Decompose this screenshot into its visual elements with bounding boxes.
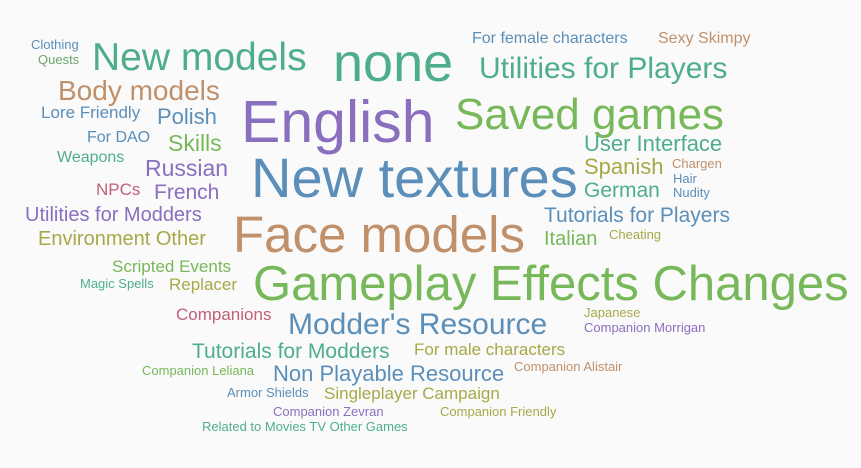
word-weapons: Weapons <box>57 149 125 166</box>
word-quests: Quests <box>38 52 80 67</box>
word-companion-leliana: Companion Leliana <box>142 363 255 378</box>
word-companion-alistair: Companion Alistair <box>514 359 623 374</box>
word-nudity: Nudity <box>673 185 710 200</box>
word-tutorials-for-modders: Tutorials for Modders <box>192 340 390 363</box>
word-sexy-skimpy: Sexy Skimpy <box>658 30 751 47</box>
word-german: German <box>584 179 660 202</box>
word-companions: Companions <box>176 305 272 324</box>
word-russian: Russian <box>145 155 229 181</box>
word-saved-games: Saved games <box>455 90 725 139</box>
word-lore-friendly: Lore Friendly <box>41 103 141 122</box>
word-magic-spells: Magic Spells <box>80 276 154 291</box>
word-gameplay-effects-changes: Gameplay Effects Changes <box>253 257 849 311</box>
word-tutorials-for-players: Tutorials for Players <box>544 204 730 227</box>
word-non-playable-resource: Non Playable Resource <box>273 361 505 386</box>
word-utilities-for-modders: Utilities for Modders <box>25 204 202 226</box>
word-utilities-for-players: Utilities for Players <box>479 52 728 85</box>
word-french: French <box>154 181 220 204</box>
word-for-female-characters: For female characters <box>472 30 628 47</box>
word-for-male-characters: For male characters <box>414 340 566 359</box>
word-new-models: New models <box>92 36 307 79</box>
word-companion-morrigan: Companion Morrigan <box>584 320 706 335</box>
word-modders-resource: Modder's Resource <box>288 308 548 341</box>
word-hair: Hair <box>673 171 697 186</box>
word-user-interface: User Interface <box>584 131 723 156</box>
word-body-models: Body models <box>58 75 220 106</box>
word-skills: Skills <box>168 130 222 156</box>
word-singleplayer-campaign: Singleplayer Campaign <box>324 384 500 403</box>
word-cheating: Cheating <box>609 227 662 242</box>
word-spanish: Spanish <box>584 154 664 179</box>
word-none: none <box>333 33 454 93</box>
word-italian: Italian <box>544 228 598 250</box>
word-replacer: Replacer <box>169 275 238 294</box>
word-scripted-events: Scripted Events <box>112 257 232 276</box>
word-clothing: Clothing <box>31 37 79 52</box>
word-english: English <box>241 89 435 155</box>
word-face-models: Face models <box>233 206 525 263</box>
word-new-textures: New textures <box>251 146 578 209</box>
word-environment-other: Environment Other <box>38 228 206 250</box>
word-npcs: NPCs <box>96 180 141 199</box>
word-companion-friendly: Companion Friendly <box>440 404 557 419</box>
word-armor-shields: Armor Shields <box>227 385 309 400</box>
word-chargen: Chargen <box>672 156 722 171</box>
word-related-to-movies-tv-other-games: Related to Movies TV Other Games <box>202 419 408 434</box>
word-polish: Polish <box>157 104 217 129</box>
word-japanese: Japanese <box>584 305 641 320</box>
word-companion-zevran: Companion Zevran <box>273 404 384 419</box>
word-for-dao: For DAO <box>87 129 151 146</box>
